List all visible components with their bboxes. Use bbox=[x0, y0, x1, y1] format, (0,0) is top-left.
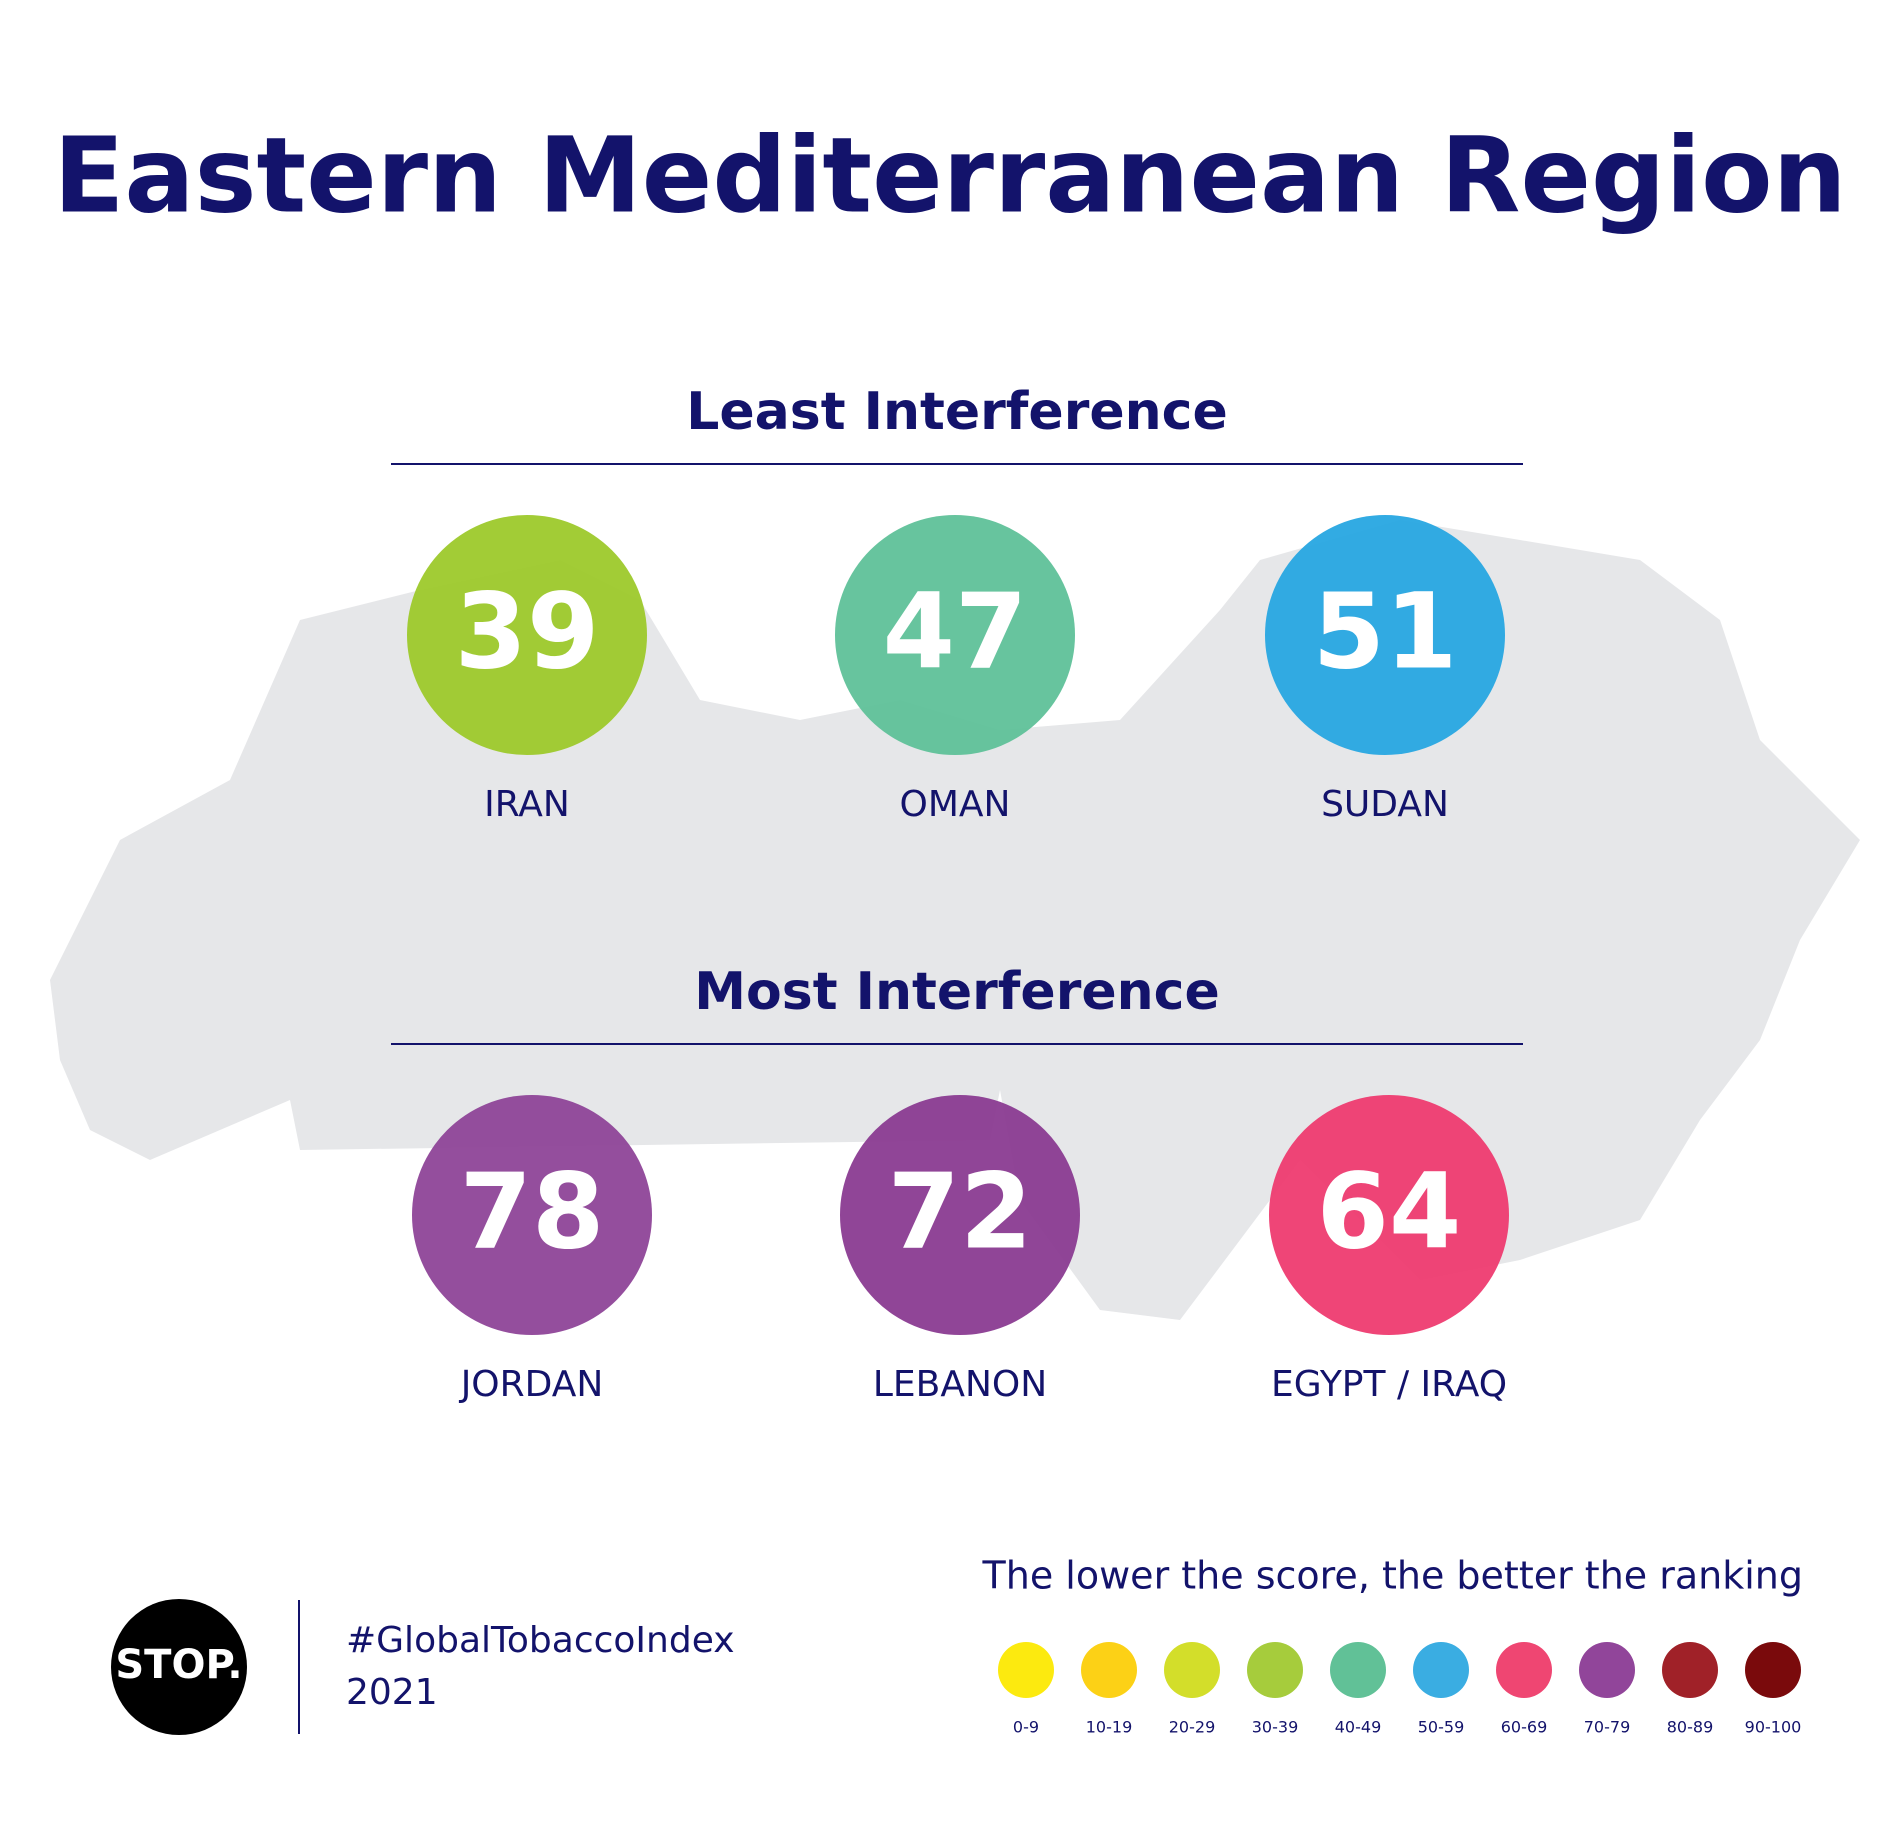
legend-label: 50-59 bbox=[1418, 1718, 1465, 1737]
score-circle bbox=[412, 1095, 652, 1335]
score: 72 bbox=[888, 1150, 1033, 1272]
hashtag: #GlobalTobaccoIndex bbox=[346, 1620, 735, 1661]
legend-swatch bbox=[1081, 1642, 1137, 1698]
score: 51 bbox=[1313, 570, 1458, 692]
score: 78 bbox=[460, 1150, 605, 1272]
legend-label: 0-9 bbox=[1013, 1718, 1039, 1737]
score-circle bbox=[1265, 515, 1505, 755]
legend-label: 70-79 bbox=[1584, 1718, 1631, 1737]
section-heading: Most Interference bbox=[694, 962, 1219, 1022]
country: EGYPT / IRAQ bbox=[1271, 1364, 1507, 1405]
legend-label: 60-69 bbox=[1501, 1718, 1548, 1737]
country: LEBANON bbox=[873, 1364, 1047, 1405]
title: Eastern Mediterranean Region bbox=[53, 114, 1846, 236]
country: IRAN bbox=[484, 784, 570, 825]
legend-label: 10-19 bbox=[1086, 1718, 1133, 1737]
section-heading: Least Interference bbox=[686, 382, 1227, 442]
legend-label: 20-29 bbox=[1169, 1718, 1216, 1737]
country: OMAN bbox=[900, 784, 1011, 825]
legend-swatch bbox=[1247, 1642, 1303, 1698]
legend-swatch bbox=[998, 1642, 1054, 1698]
score-circle bbox=[407, 515, 647, 755]
score-circle bbox=[840, 1095, 1080, 1335]
legend-label: 40-49 bbox=[1335, 1718, 1382, 1737]
legend-swatch bbox=[1496, 1642, 1552, 1698]
legend-label: 30-39 bbox=[1252, 1718, 1299, 1737]
logo-circle bbox=[111, 1599, 247, 1735]
legend-swatch bbox=[1413, 1642, 1469, 1698]
logo: STOP. bbox=[115, 1642, 242, 1688]
legend-title: The lower the score, the better the rank… bbox=[982, 1554, 1803, 1598]
score-circle bbox=[835, 515, 1075, 755]
year: 2021 bbox=[346, 1672, 438, 1713]
country: SUDAN bbox=[1321, 784, 1449, 825]
score: 47 bbox=[883, 570, 1028, 692]
score: 39 bbox=[455, 570, 600, 692]
legend-swatch bbox=[1330, 1642, 1386, 1698]
legend-swatch bbox=[1662, 1642, 1718, 1698]
legend-swatch bbox=[1164, 1642, 1220, 1698]
score: 64 bbox=[1317, 1150, 1462, 1272]
score-circle bbox=[1269, 1095, 1509, 1335]
legend-swatch bbox=[1579, 1642, 1635, 1698]
legend-swatch bbox=[1745, 1642, 1801, 1698]
country: JORDAN bbox=[459, 1364, 604, 1405]
legend-label: 90-100 bbox=[1745, 1718, 1802, 1737]
legend-label: 80-89 bbox=[1667, 1718, 1714, 1737]
